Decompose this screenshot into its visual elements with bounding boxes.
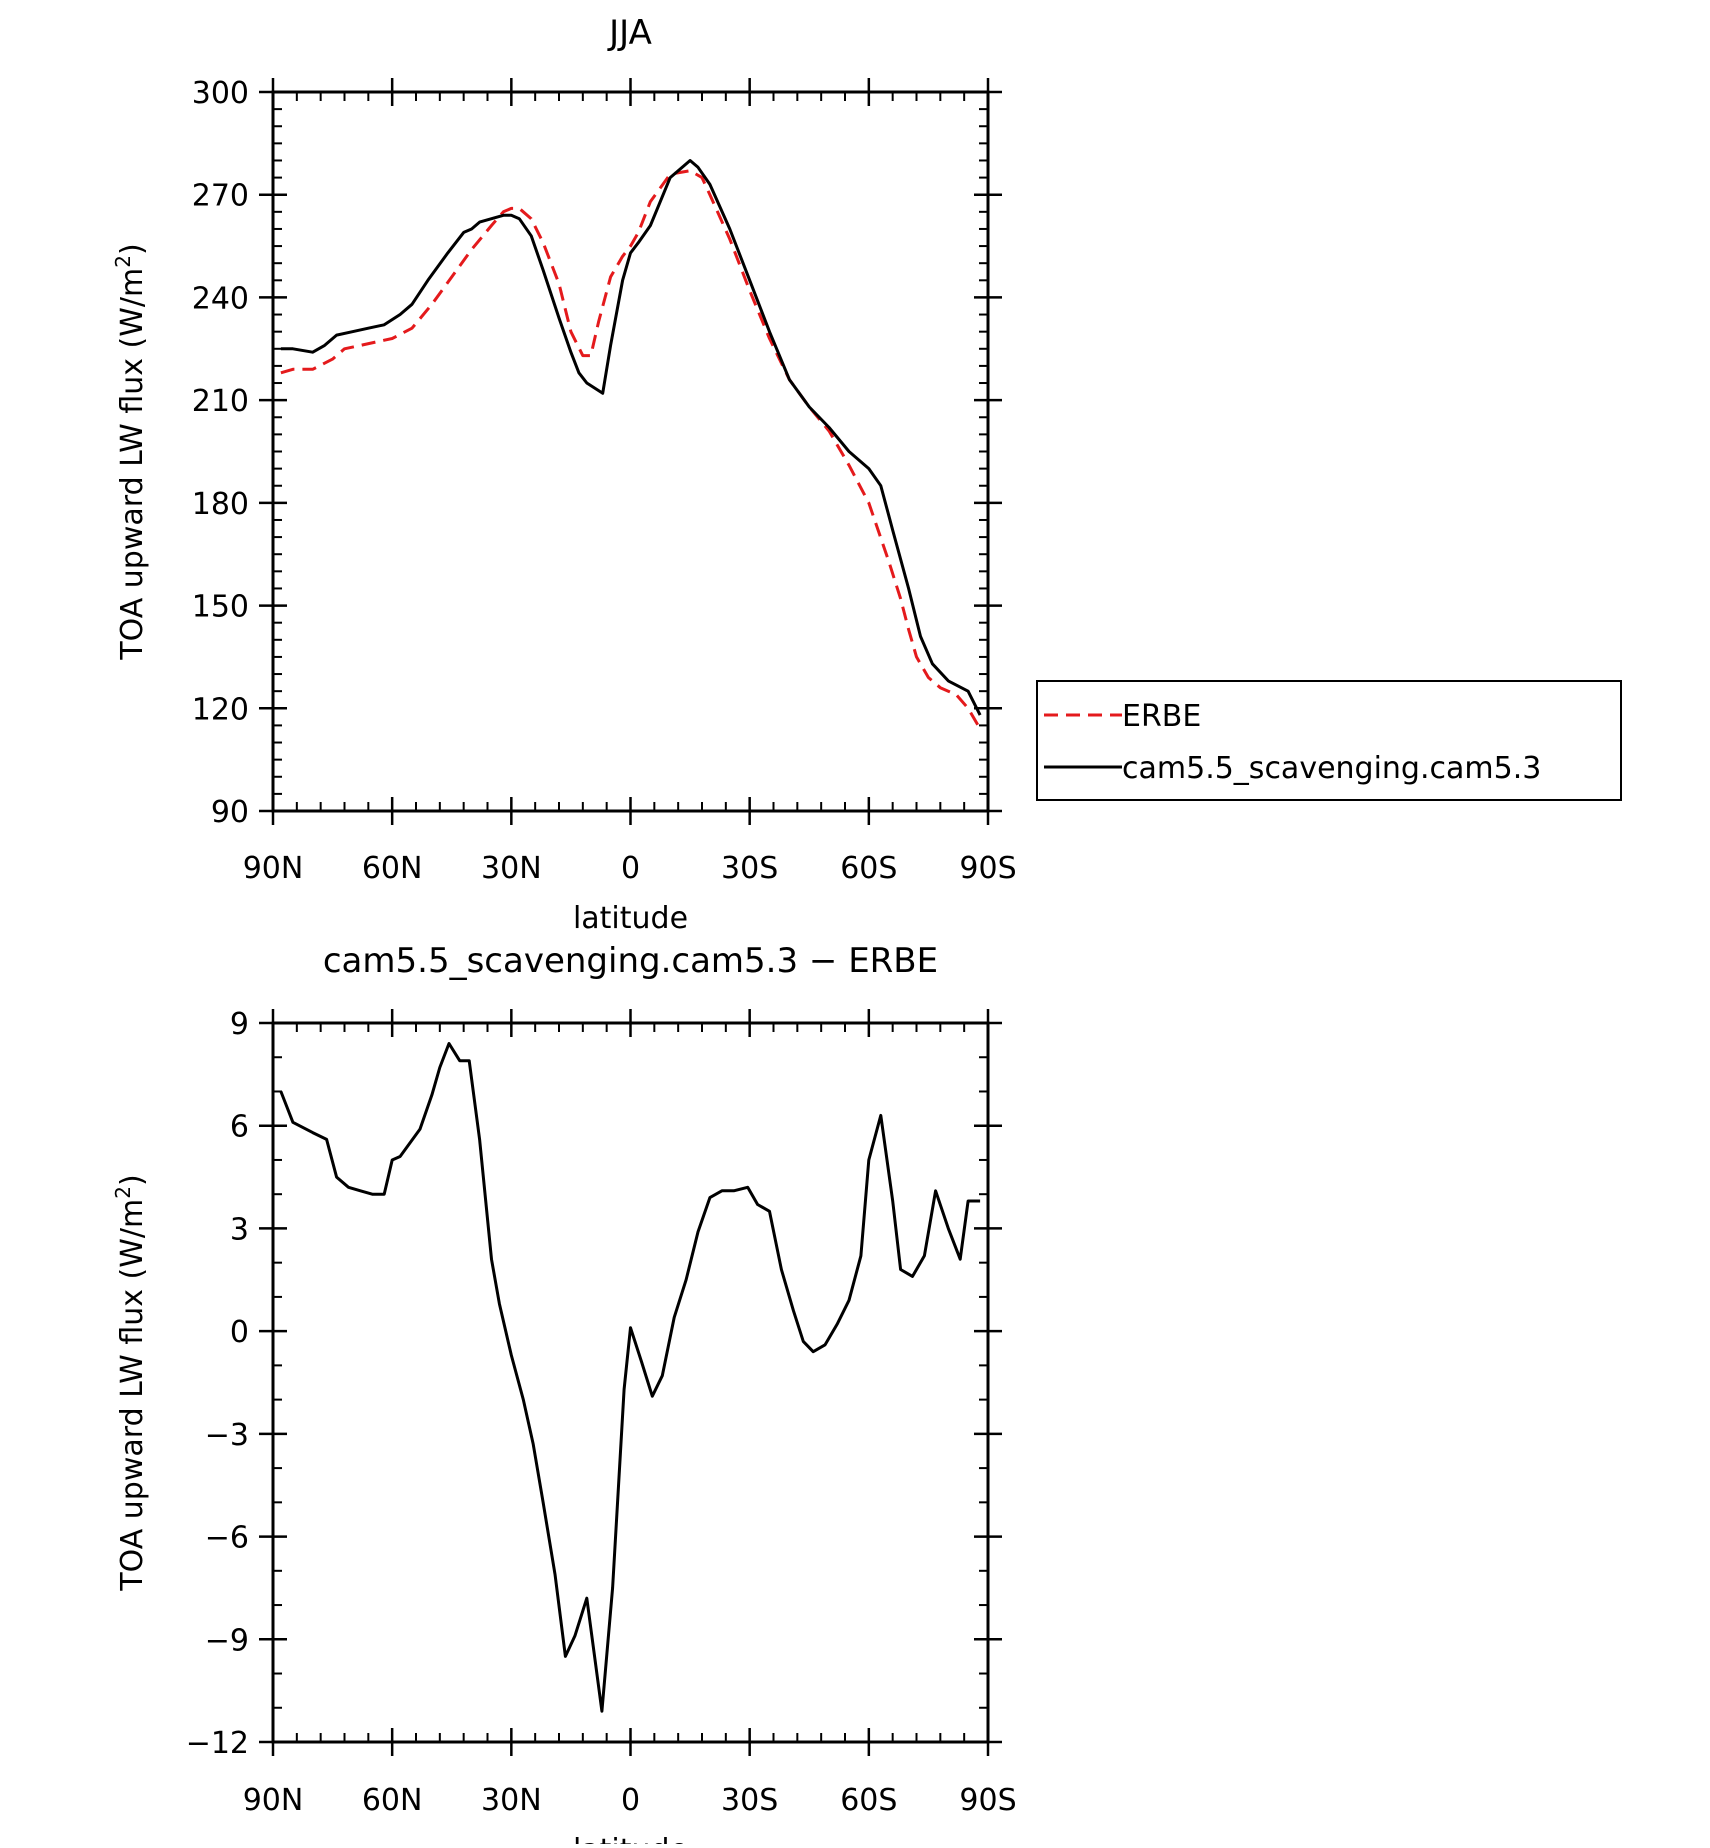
y-axis-label-main: TOA upward LW flux (W/m	[115, 1199, 150, 1592]
y-tick-label: 90	[211, 795, 249, 830]
y-axis-label: TOA upward LW flux (W/m2)	[111, 243, 150, 660]
x-tick-label: 90S	[959, 1783, 1016, 1818]
y-axis-label-close: )	[115, 1174, 150, 1186]
y-axis-label: TOA upward LW flux (W/m2)	[111, 1174, 150, 1591]
x-tick-label: 0	[621, 1783, 640, 1818]
chart-panel-2: cam5.5_scavenging.cam5.3 − ERBE −12 −9 −6 −3…	[111, 941, 1017, 1848]
y-axis-label-superscript: 2	[111, 255, 135, 268]
legend: ERBE cam5.5_scavenging.cam5.3	[1036, 680, 1622, 801]
x-axis-label: latitude	[573, 901, 688, 936]
y-tick-label: 300	[192, 76, 249, 111]
plot-frame	[271, 1021, 990, 1744]
legend-label-1: ERBE	[1122, 699, 1201, 734]
chart-panel-1: JJA 90 120 150 180 210 240 270 300 90N 60N 30N 0 30S 6…	[111, 13, 1622, 936]
y-tick-label: 240	[192, 281, 249, 316]
plot-frame	[271, 90, 990, 813]
x-tick-label: 60S	[840, 1783, 897, 1818]
series-line-2	[280, 159, 982, 716]
chart-title: cam5.5_scavenging.cam5.3 − ERBE	[323, 941, 938, 981]
x-tick-label: 90N	[243, 1783, 304, 1818]
y-tick-label: 270	[192, 179, 249, 214]
y-tick-label: −6	[205, 1521, 249, 1556]
y-tick-label: −12	[186, 1726, 249, 1761]
x-tick-label: 60S	[840, 851, 897, 886]
y-tick-label: 120	[192, 692, 249, 727]
x-tick-label: 60N	[362, 1783, 423, 1818]
x-tick-label: 90S	[959, 851, 1016, 886]
y-axis-label-close: )	[115, 243, 150, 255]
y-axis-label-main: TOA upward LW flux (W/m	[115, 268, 150, 661]
legend-box	[1036, 680, 1622, 801]
x-axis-label: latitude	[573, 1833, 688, 1844]
y-tick-label: 0	[230, 1315, 249, 1350]
x-tick-label: 30S	[721, 1783, 778, 1818]
y-tick-label: 210	[192, 384, 249, 419]
y-tick-label: 150	[192, 590, 249, 625]
y-tick-label: 9	[230, 1007, 249, 1042]
y-tick-label: −9	[205, 1623, 249, 1658]
x-tick-label: 0	[621, 851, 640, 886]
x-tick-label: 90N	[243, 851, 304, 886]
x-tick-label: 30N	[481, 1783, 542, 1818]
x-tick-label: 60N	[362, 851, 423, 886]
y-tick-label: −3	[205, 1418, 249, 1453]
y-tick-label: 180	[192, 487, 249, 522]
series-line-1	[279, 1042, 981, 1713]
y-tick-label: 6	[230, 1110, 249, 1145]
y-tick-label: 3	[230, 1212, 249, 1247]
x-tick-label: 30N	[481, 851, 542, 886]
series-line-1	[280, 169, 982, 730]
y-axis-label-superscript: 2	[111, 1186, 135, 1199]
x-tick-label: 30S	[721, 851, 778, 886]
legend-label-2: cam5.5_scavenging.cam5.3	[1122, 751, 1541, 786]
chart-title: JJA	[607, 13, 652, 53]
